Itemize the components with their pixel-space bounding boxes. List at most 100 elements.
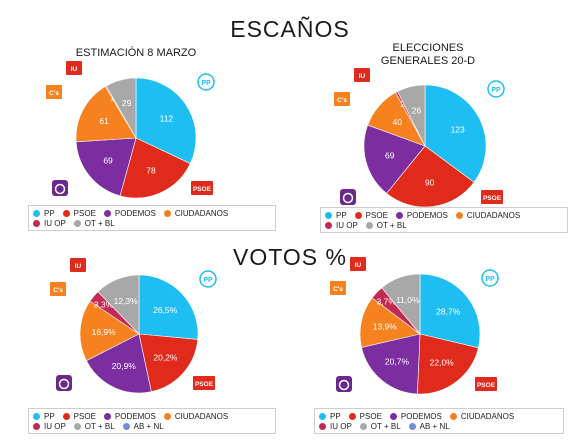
slice-label: 1: [110, 93, 115, 103]
legend-swatch: [62, 412, 70, 420]
slice-label: 16,9%: [92, 327, 117, 337]
podemos-logo: [340, 189, 356, 205]
legend-item: IU OP: [325, 221, 358, 230]
legend-label: AB + NL: [133, 421, 164, 431]
psoe-logo: PSOE: [193, 376, 215, 390]
pp-logo: PP: [197, 73, 215, 91]
pie-slice-ot-bl: [97, 274, 140, 335]
legend-item: CIUDADANOS: [455, 210, 521, 220]
legend-label: PSOE: [359, 411, 382, 421]
slice-label: 69: [103, 156, 113, 166]
pie-chart-4: 28,7% 22,0% 20,7% 13,9% 3,7% 11,0% PP PSOE C's IU…: [290, 257, 580, 445]
svg-text:C's: C's: [49, 90, 59, 97]
legend-item: CIUDADANOS: [449, 411, 515, 421]
slice-label: 26: [412, 105, 422, 115]
pie-slice-ciudadanos: [79, 300, 140, 362]
legend-swatch: [33, 412, 40, 420]
iu-logo: IU: [350, 257, 366, 271]
legend-item: PODEMOS: [103, 209, 156, 218]
legend-label: CIUDADANOS: [460, 411, 515, 421]
legend-swatch: [455, 211, 463, 219]
legend-item: PSOE: [348, 411, 382, 421]
slice-label: 40: [392, 117, 402, 127]
slice-label: 90: [425, 177, 435, 187]
pie-slice-podemos: [75, 137, 137, 197]
legend-label: PSOE: [73, 411, 96, 421]
svg-text:C's: C's: [337, 97, 347, 104]
svg-text:IU: IU: [359, 73, 366, 80]
cs-logo: C's: [334, 92, 350, 106]
podemos-logo: [336, 376, 352, 392]
legend-label: PSOE: [73, 208, 96, 218]
pie-slice-ciudadanos: [359, 297, 421, 348]
legend-swatch: [122, 422, 130, 430]
podemos-logo: [52, 180, 68, 196]
pie-slice-psoe: [138, 333, 199, 393]
svg-text:PSOE: PSOE: [193, 186, 212, 193]
legend-label: PP: [330, 411, 341, 421]
pie-svg: 123 90 69 40 2 26 PP PSOE C's IU: [334, 68, 505, 208]
legend-swatch: [73, 219, 81, 227]
slice-label: 3,3%: [94, 300, 114, 310]
pie-svg: 112 78 69 61 1 29 PP PSOE C's IU: [46, 61, 215, 199]
legend-item: OT + BL: [73, 422, 115, 431]
svg-text:C's: C's: [333, 286, 343, 293]
pie-slice-podemos: [85, 333, 152, 394]
legend-swatch: [319, 412, 326, 420]
slice-label: 3,7%: [377, 297, 397, 307]
legend-swatch: [389, 412, 397, 420]
legend-label: CIUDADANOS: [174, 208, 229, 218]
legend-swatch: [325, 211, 332, 219]
legend-label: IU OP: [336, 220, 358, 230]
pie-chart-2: ELECCIONES GENERALES 20-D 123 90 69 40 2 26 PP P…: [290, 42, 580, 233]
legend-item: OT + BL: [365, 221, 407, 230]
podemos-logo: [56, 375, 72, 391]
pie-slice-ciudadanos: [75, 86, 137, 143]
iu-logo: IU: [354, 68, 370, 82]
slice-label: 20,2%: [153, 353, 178, 363]
legend-swatch: [33, 209, 40, 217]
legend-label: OT + BL: [370, 421, 401, 431]
legend-swatch: [33, 219, 40, 227]
legend-item: AB + NL: [408, 422, 450, 431]
slice-label: 11,0%: [396, 295, 420, 305]
pie-slice-ot-bl: [105, 77, 137, 140]
legend-item: PSOE: [62, 411, 96, 421]
legend-label: IU OP: [44, 218, 66, 228]
legend-item: PP: [33, 412, 55, 421]
legend-swatch: [319, 422, 326, 430]
legend-swatch: [33, 422, 40, 430]
legend-swatch: [325, 221, 332, 229]
legend-label: CIUDADANOS: [174, 411, 229, 421]
legend-item: CIUDADANOS: [163, 208, 229, 218]
chart-subtitle: ESTIMACIÓN 8 MARZO: [75, 47, 197, 59]
svg-text:IU: IU: [355, 262, 362, 269]
cs-logo: C's: [50, 282, 66, 296]
svg-text:IU: IU: [75, 263, 82, 270]
legend-swatch: [365, 221, 373, 229]
legend-swatch: [359, 422, 367, 430]
legend-item: PODEMOS: [103, 411, 156, 421]
iu-logo: IU: [66, 61, 82, 75]
pp-logo: PP: [481, 269, 499, 287]
legend-label: PODEMOS: [406, 210, 448, 220]
pie-slice-podemos: [361, 333, 421, 395]
legend-swatch: [73, 422, 81, 430]
legend-swatch: [163, 412, 171, 420]
legend-swatch: [395, 211, 403, 219]
legend-item: CIUDADANOS: [163, 411, 229, 421]
legend-label: PODEMOS: [114, 411, 156, 421]
pie-slice-pp: [424, 84, 487, 183]
legend-label: PP: [336, 210, 347, 220]
legend-label: IU OP: [330, 421, 352, 431]
legend-item: PSOE: [62, 208, 96, 218]
psoe-logo: PSOE: [481, 190, 503, 204]
legend-label: IU OP: [44, 421, 66, 431]
slice-label: 13,9%: [373, 321, 398, 331]
cs-logo: C's: [330, 281, 346, 295]
chart-legend: PP PSOE PODEMOS CIUDADANOS IU OP OT + BL: [28, 205, 276, 231]
chart-subtitle: ELECCIONES GENERALES 20-D: [380, 42, 476, 67]
legend-item: AB + NL: [122, 421, 164, 431]
legend-label: CIUDADANOS: [466, 210, 521, 220]
legend-item: PP: [325, 211, 347, 220]
